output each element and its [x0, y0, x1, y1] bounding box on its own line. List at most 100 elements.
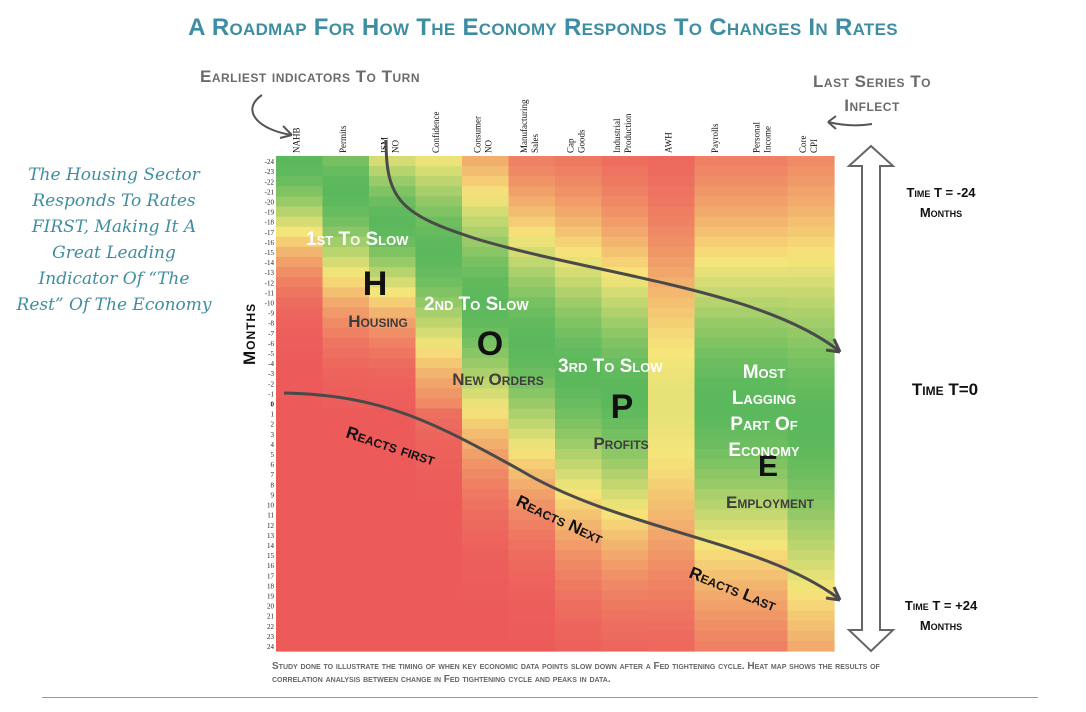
column-label: Payrolls — [710, 123, 720, 153]
heatmap-cell — [741, 358, 789, 369]
heatmap-cell — [322, 448, 370, 460]
row-label: 21 — [267, 613, 275, 621]
heatmap-cell — [601, 469, 649, 480]
heatmap-cell — [508, 277, 556, 288]
heatmap-cell — [322, 206, 370, 218]
heatmap-cell — [322, 196, 370, 208]
row-label: -10 — [265, 300, 275, 308]
heatmap-cell — [648, 428, 696, 440]
heatmap-cell — [322, 398, 370, 410]
heatmap-cell — [369, 549, 417, 561]
heatmap-cell — [787, 459, 835, 470]
heatmap-cell — [555, 186, 603, 198]
heatmap-cell — [322, 297, 370, 309]
heatmap-cell — [415, 267, 463, 278]
heatmap-cell — [508, 206, 556, 218]
heatmap-cell — [322, 630, 370, 642]
heatmap-cell — [415, 600, 463, 612]
heatmap-cell — [648, 610, 696, 622]
heatmap-cell — [648, 600, 696, 612]
heatmap-cell — [787, 418, 835, 430]
heatmap-cell — [322, 257, 370, 268]
heatmap-cell — [694, 398, 742, 410]
heatmap-cell — [601, 246, 649, 258]
stage4-letter: E — [758, 450, 778, 483]
row-label: 22 — [267, 623, 275, 631]
heatmap-cell — [415, 368, 463, 379]
heatmap-cell — [322, 226, 370, 238]
heatmap-cell — [555, 469, 603, 480]
heatmap-cell — [601, 459, 649, 470]
row-label: 15 — [267, 552, 275, 560]
heatmap-cell — [322, 529, 370, 541]
heatmap-cell — [322, 408, 370, 420]
heatmap-cell — [555, 560, 603, 571]
column-label: PersonalIncome — [751, 122, 772, 153]
heatmap-cell — [555, 580, 603, 591]
heatmap-cell — [462, 327, 510, 339]
row-label: 7 — [271, 471, 275, 479]
heatmap-cell — [787, 368, 835, 379]
heatmap-cell — [276, 560, 324, 571]
heatmap-cell — [322, 317, 370, 329]
row-label: -17 — [265, 229, 275, 237]
heatmap-cell — [648, 156, 696, 167]
heatmap-cell — [741, 378, 789, 389]
heatmap-cell — [741, 580, 789, 591]
heatmap-cell — [508, 166, 556, 177]
heatmap-cell — [508, 438, 556, 450]
heatmap-cell — [787, 479, 835, 490]
heatmap-cell — [322, 156, 370, 167]
heatmap-cell — [462, 166, 510, 177]
heatmap-cell — [648, 469, 696, 480]
heatmap-cell — [322, 337, 370, 349]
heatmap-cell — [276, 236, 324, 248]
row-label: -8 — [268, 320, 274, 328]
heatmap-cell — [322, 358, 370, 369]
heatmap-cell — [369, 448, 417, 460]
heatmap-cell — [648, 307, 696, 319]
heatmap-cell — [508, 418, 556, 430]
heatmap-cell — [508, 297, 556, 309]
heatmap-cell — [741, 640, 789, 652]
heatmap-cell — [415, 469, 463, 480]
heatmap-cell — [415, 489, 463, 501]
heatmap-cell — [276, 529, 324, 541]
heatmap-cell — [415, 459, 463, 470]
heatmap-cell — [694, 186, 742, 198]
row-label: 1 — [271, 411, 275, 419]
heatmap-cell — [787, 610, 835, 622]
heatmap-cell — [415, 176, 463, 187]
heatmap-cell — [741, 489, 789, 501]
heatmap-cell — [555, 156, 603, 167]
row-label: -24 — [265, 158, 275, 166]
heatmap-cell — [741, 388, 789, 400]
heatmap-cell — [462, 176, 510, 187]
heatmap-cell — [508, 156, 556, 167]
heatmap-cell — [322, 307, 370, 319]
heatmap-cell — [787, 499, 835, 511]
heatmap-cell — [276, 539, 324, 551]
row-label: 2 — [271, 421, 275, 429]
heatmap-cell — [508, 570, 556, 581]
heatmap-cell — [601, 560, 649, 571]
heatmap-cell — [369, 347, 417, 359]
heatmap-cell — [322, 418, 370, 430]
heatmap-cell — [462, 398, 510, 410]
heatmap-cell — [601, 398, 649, 410]
heatmap-cell — [369, 337, 417, 349]
heatmap-cell — [415, 327, 463, 339]
heatmap-cell — [462, 529, 510, 541]
heatmap-cell — [369, 509, 417, 521]
heatmap-cell — [508, 529, 556, 541]
heatmap-cell — [415, 297, 463, 309]
heatmap-cell — [462, 347, 510, 359]
heatmap-cell — [276, 519, 324, 531]
heatmap-cell — [555, 236, 603, 248]
heatmap-cell — [462, 257, 510, 268]
heatmap-cell — [322, 378, 370, 389]
heatmap-cell — [648, 287, 696, 299]
heatmap-cell — [601, 206, 649, 218]
column-label: Permits — [338, 125, 348, 153]
